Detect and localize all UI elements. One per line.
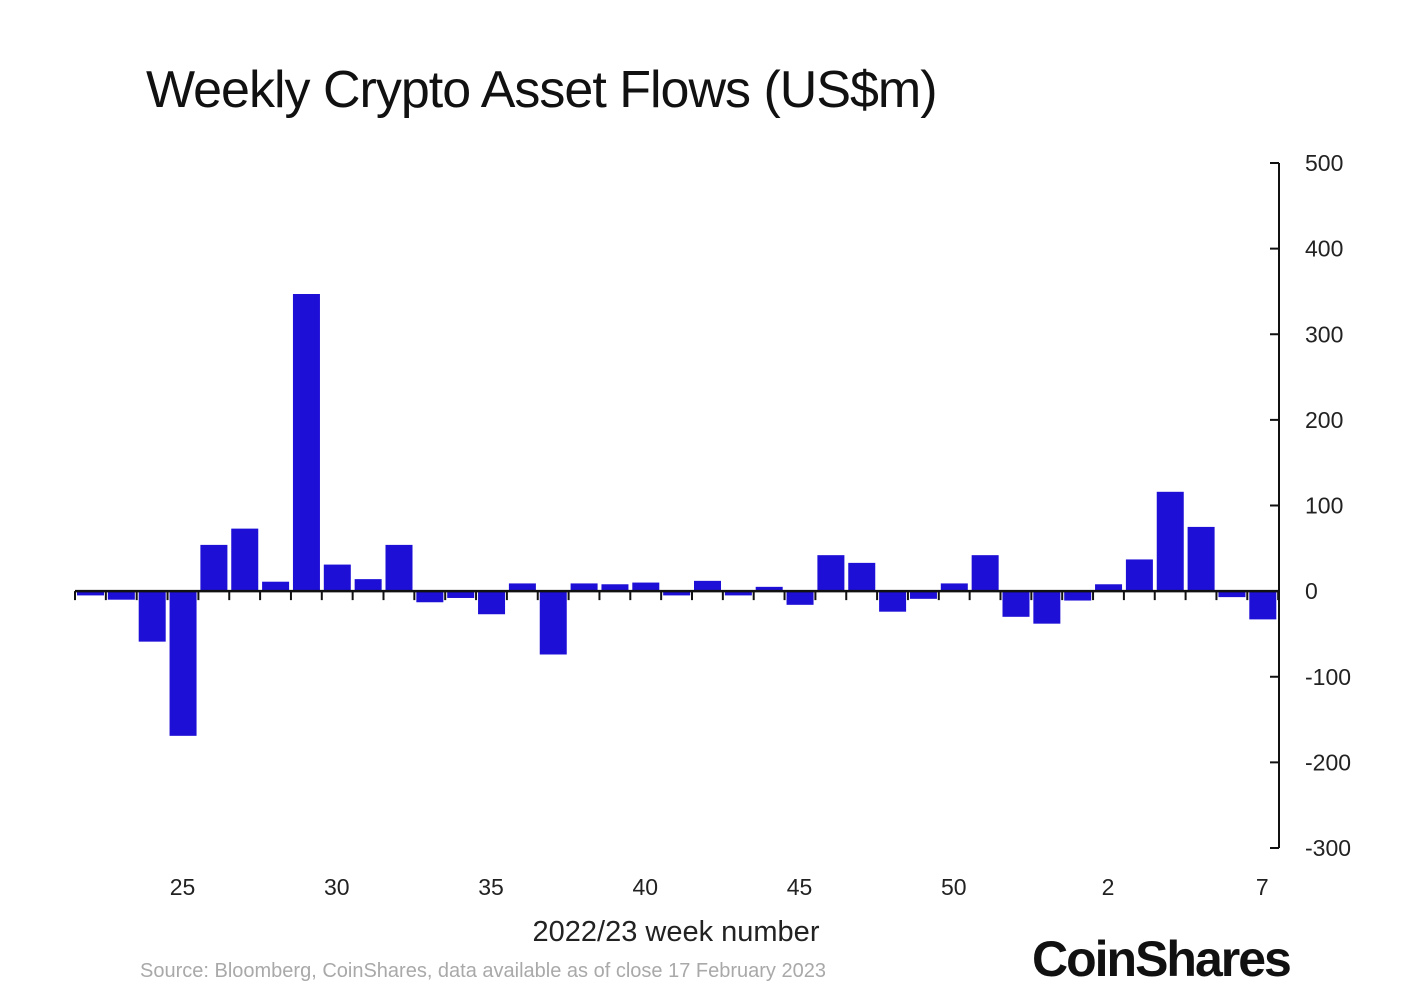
bar-week-7 [1249, 591, 1277, 620]
x-tick-label: 40 [633, 874, 659, 900]
bar-week-51 [971, 555, 999, 592]
y-tick-label: 400 [1305, 236, 1343, 262]
bar-week-40 [632, 582, 660, 592]
x-tick-label: 30 [324, 874, 350, 900]
bar-week-27 [231, 528, 259, 592]
bar-week-6 [1218, 591, 1246, 598]
bar-week-53 [1033, 591, 1061, 624]
bar-week-32 [385, 544, 413, 592]
bar-week-45 [786, 591, 814, 605]
bar-week-36 [508, 583, 536, 592]
x-tick-label: 2 [1102, 874, 1115, 900]
bar-week-35 [478, 591, 506, 615]
bar-week-33 [416, 591, 444, 603]
bar-week-26 [200, 544, 228, 592]
x-tick-label: 35 [478, 874, 504, 900]
bar-week-39 [601, 584, 629, 592]
bar-week-46 [817, 555, 845, 592]
bar-week-30 [323, 564, 351, 592]
bar-week-37 [539, 591, 567, 655]
bar-week-52 [1002, 591, 1030, 617]
bar-week-5 [1187, 526, 1215, 592]
coinshares-logo: CoinShares [1032, 931, 1292, 987]
y-tick-label: 200 [1305, 407, 1343, 433]
bar-week-50 [940, 583, 968, 592]
bar-week-24 [138, 591, 166, 642]
x-tick-label: 50 [941, 874, 967, 900]
y-tick-label: -300 [1305, 835, 1351, 861]
bar-week-22 [77, 591, 104, 596]
x-tick-label: 45 [787, 874, 813, 900]
y-tick-label: -100 [1305, 664, 1351, 690]
y-tick-label: -200 [1305, 749, 1351, 775]
source-note: Source: Bloomberg, CoinShares, data avai… [140, 960, 826, 982]
bar-week-29 [292, 294, 320, 592]
bar-week-2 [1095, 584, 1123, 592]
bar-week-3 [1125, 559, 1153, 592]
bar-week-43 [724, 591, 752, 596]
bar-week-23 [107, 591, 135, 600]
bar-week-1 [1064, 591, 1092, 601]
bar-week-48 [879, 591, 907, 612]
bar-week-44 [755, 586, 783, 592]
x-axis-label: 2022/23 week number [532, 916, 820, 948]
x-tick-label: 7 [1256, 874, 1269, 900]
y-tick-label: 0 [1305, 578, 1318, 604]
y-tick-label: 300 [1305, 321, 1343, 347]
y-tick-label: 500 [1305, 150, 1343, 176]
bar-week-25 [169, 591, 197, 736]
x-tick-label: 25 [170, 874, 196, 900]
bar-week-34 [447, 591, 475, 598]
bar-week-4 [1156, 491, 1184, 592]
bar-week-38 [570, 583, 598, 592]
bar-week-31 [354, 579, 382, 592]
bar-week-41 [663, 591, 691, 596]
y-tick-label: 100 [1305, 493, 1343, 519]
bar-week-28 [262, 581, 290, 592]
bar-week-42 [694, 580, 721, 592]
chart-title: Weekly Crypto Asset Flows (US$m) [146, 61, 938, 119]
bar-week-49 [909, 591, 937, 599]
bar-week-47 [848, 562, 876, 592]
